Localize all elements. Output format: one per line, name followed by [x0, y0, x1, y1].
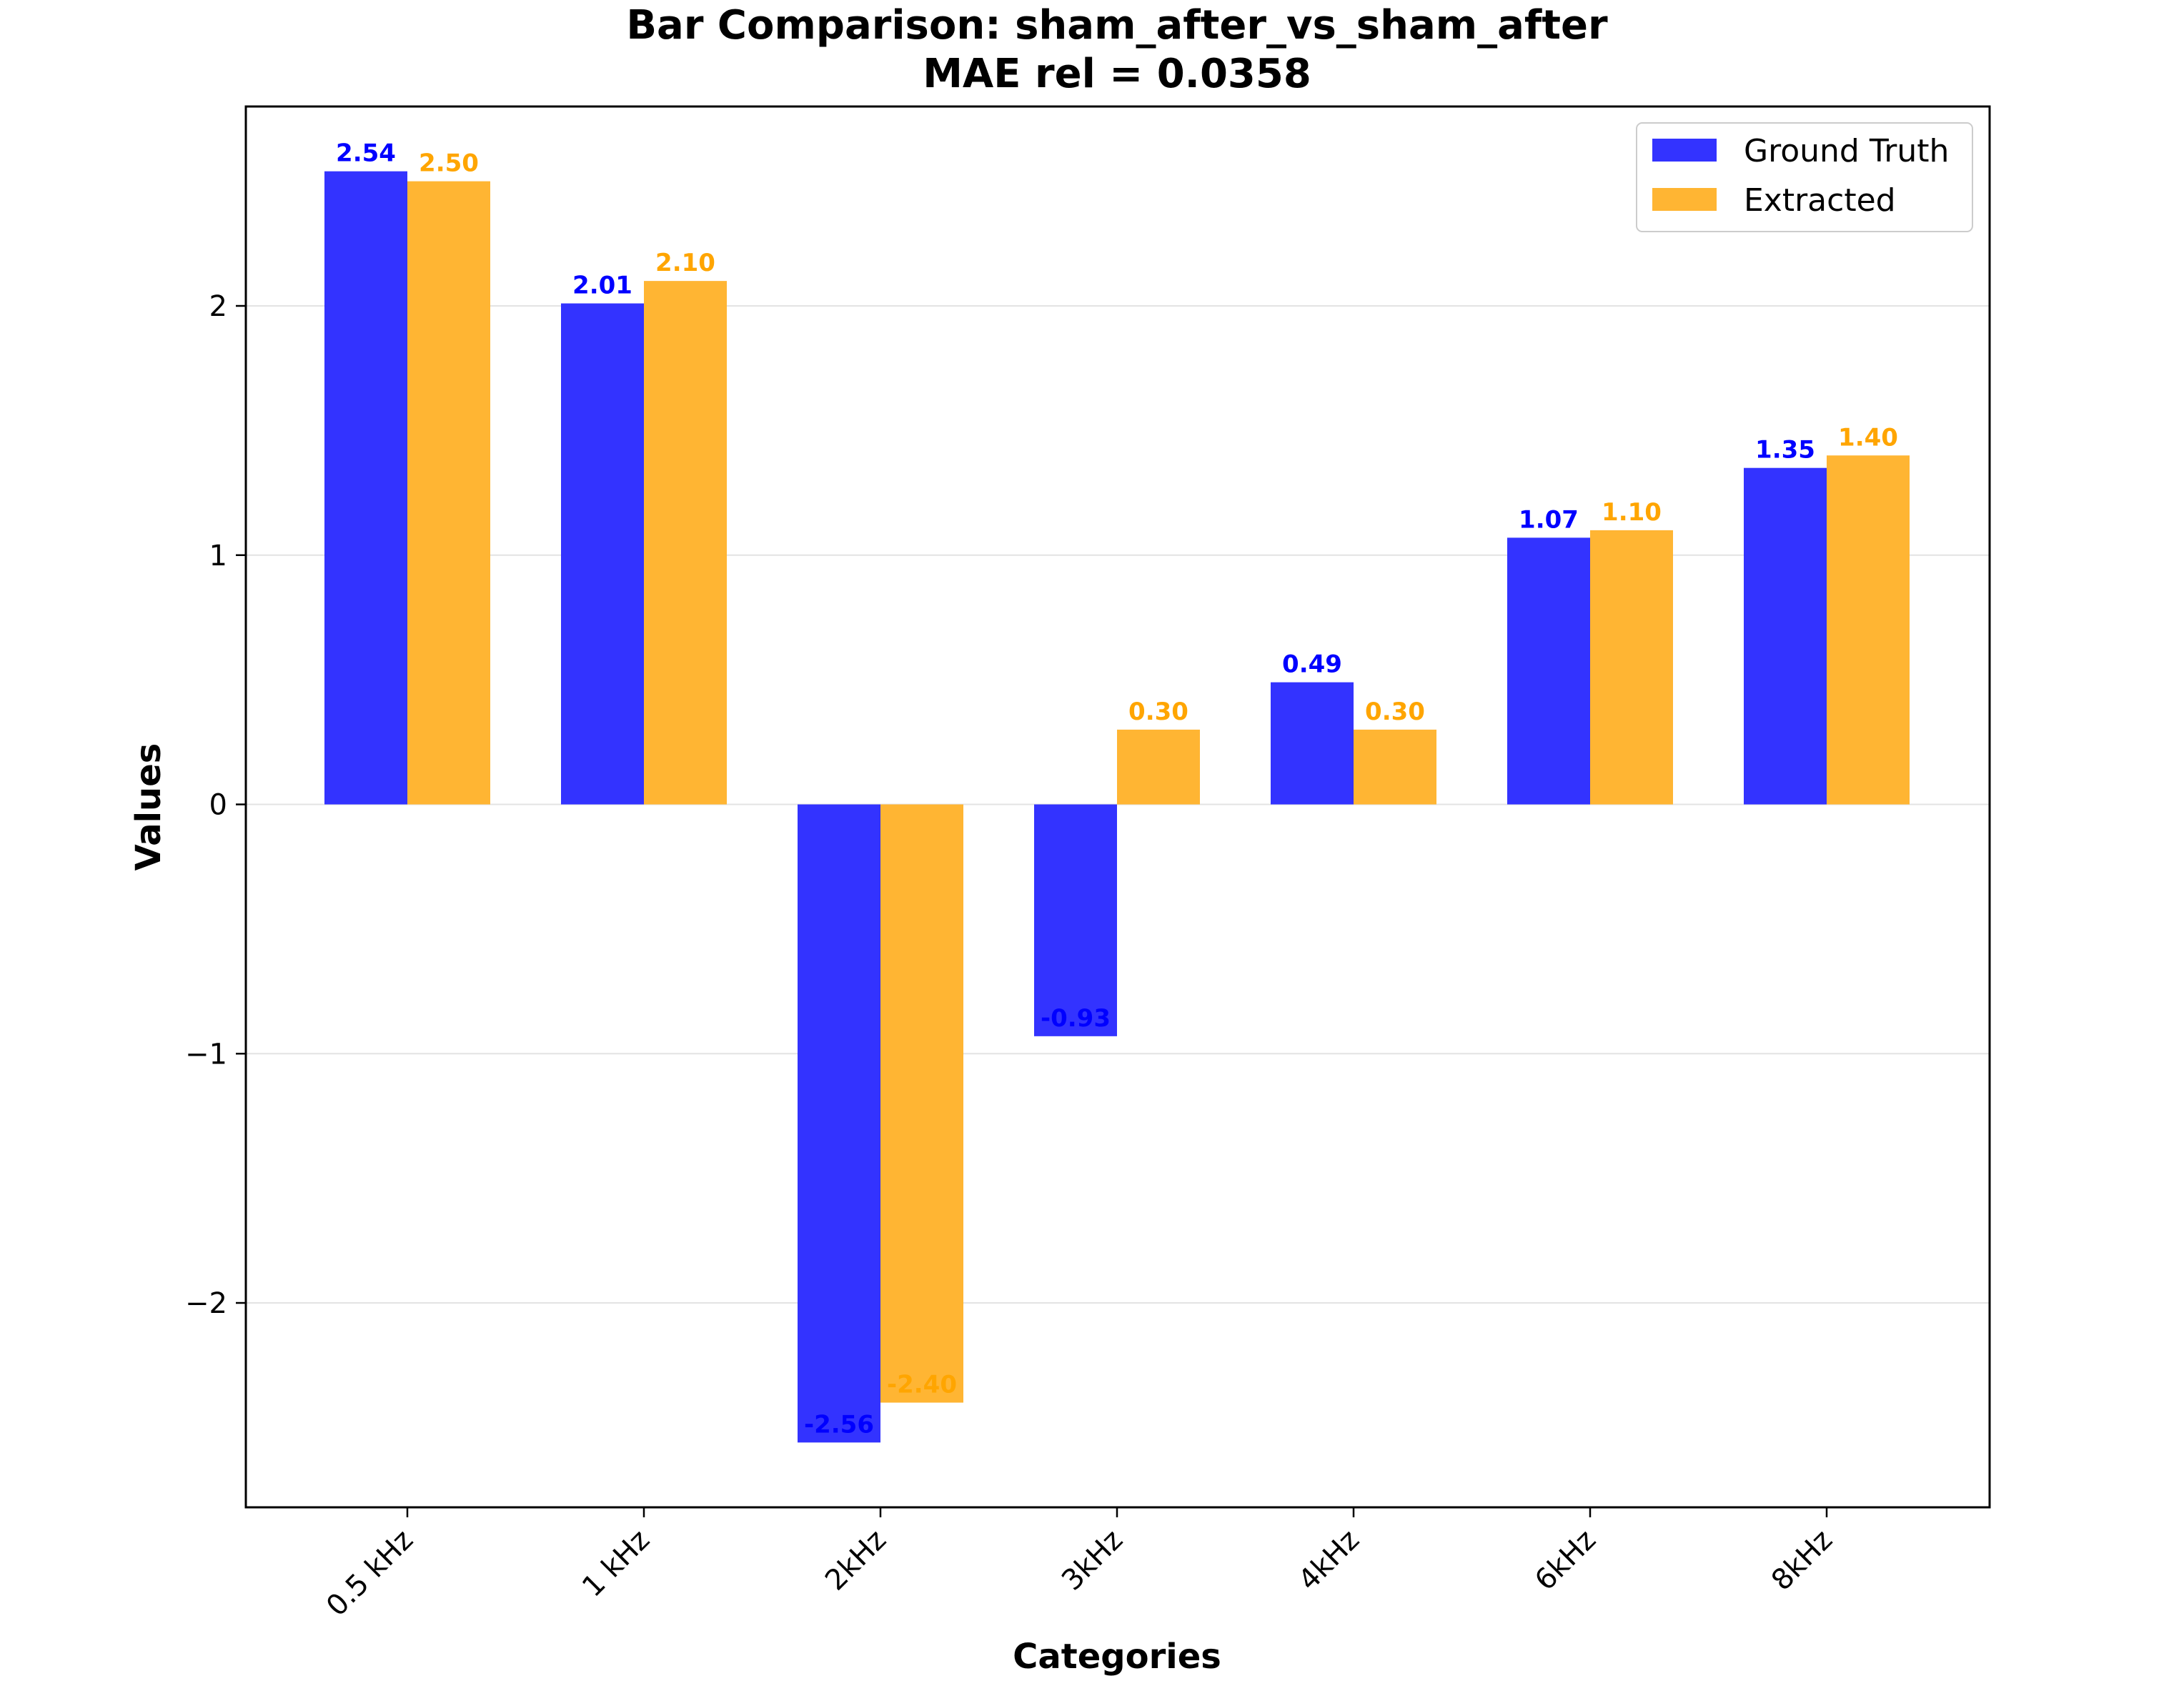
bar-ground-truth: [1034, 804, 1117, 1036]
bar-value-label: 1.35: [1755, 436, 1815, 465]
bar-value-label: 1.07: [1519, 505, 1579, 534]
bar-extracted: [1354, 729, 1436, 805]
x-tick-label: 1 kHz: [576, 1524, 656, 1604]
legend: Ground Truth Extracted: [1636, 122, 1973, 232]
legend-swatch-extracted: [1652, 188, 1717, 211]
bar-extracted: [407, 181, 490, 805]
chart-subtitle: MAE rel = 0.0358: [923, 51, 1311, 97]
bar-extracted: [880, 804, 963, 1403]
value-labels-layer: 2.54 2.50 2.01 2.10 -2.56 -2.40 -0.93 0.30 0.49 0…: [336, 139, 1898, 1439]
x-tick-label: 3kHz: [1056, 1524, 1129, 1597]
plot-area-frame: [244, 105, 1991, 1509]
bars-layer: [324, 171, 1910, 1443]
bar-value-label: -2.40: [887, 1371, 957, 1399]
x-tick-label: 0.5 kHz: [320, 1524, 420, 1623]
bar-value-label: 2.10: [655, 249, 715, 277]
y-tick-label: 0: [209, 789, 227, 822]
bar-value-label: 2.54: [336, 139, 396, 168]
legend-label-ground-truth: Ground Truth: [1744, 133, 1949, 169]
y-axis-label: Values: [129, 743, 169, 871]
bar-value-label: 2.50: [419, 149, 479, 178]
y-tick-label: −1: [185, 1038, 227, 1071]
x-tick-label: 6kHz: [1529, 1524, 1602, 1597]
bar-value-label: 1.10: [1602, 498, 1662, 527]
bar-ground-truth: [798, 804, 880, 1443]
bar-ground-truth: [1271, 682, 1354, 805]
y-tick-label: 1: [209, 540, 227, 572]
bar-value-label: 2.01: [572, 272, 632, 300]
bar-value-label: -0.93: [1041, 1004, 1111, 1033]
x-axis-label: Categories: [1013, 1637, 1221, 1677]
y-tick-label: −2: [185, 1287, 227, 1320]
bar-extracted: [644, 281, 727, 805]
legend-frame: [1636, 122, 1973, 232]
bar-extracted: [1117, 729, 1200, 805]
bar-ground-truth: [1744, 467, 1827, 805]
bar-value-label: 1.40: [1838, 423, 1898, 452]
bar-ground-truth: [1507, 537, 1590, 805]
legend-label-extracted: Extracted: [1744, 182, 1896, 219]
grid-layer: [246, 305, 1990, 1304]
x-axis-ticks: 0.5 kHz 1 kHz 2kHz 3kHz 4kHz 6kHz 8kHz: [320, 1507, 1839, 1623]
legend-swatch-ground-truth: [1652, 139, 1717, 162]
bar-extracted: [1827, 455, 1910, 805]
bar-ground-truth: [324, 171, 407, 805]
x-tick-label: 2kHz: [819, 1524, 893, 1597]
bar-ground-truth: [561, 303, 644, 805]
x-tick-label: 4kHz: [1292, 1524, 1366, 1597]
bar-value-label: 0.30: [1128, 698, 1188, 726]
x-tick-label: 8kHz: [1765, 1524, 1839, 1597]
bar-value-label: -2.56: [804, 1410, 874, 1439]
chart-title: Bar Comparison: sham_after_vs_sham_after: [626, 2, 1608, 49]
bar-value-label: 0.30: [1365, 698, 1425, 726]
bar-value-label: 0.49: [1282, 650, 1342, 679]
y-tick-label: 2: [209, 290, 227, 323]
y-axis-ticks: −2 −1 0 1 2: [185, 290, 246, 1320]
bar-extracted: [1590, 530, 1673, 805]
